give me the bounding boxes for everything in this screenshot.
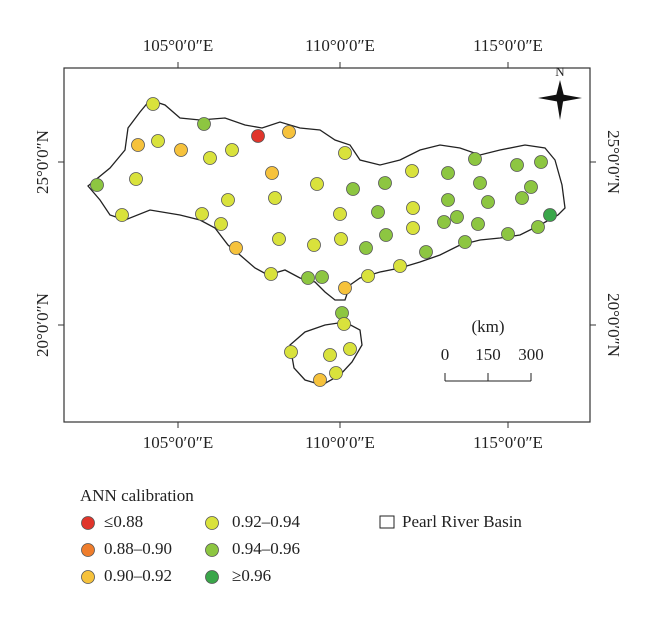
legend-label: ≥0.96: [232, 566, 271, 585]
station: [214, 217, 228, 231]
station: [197, 117, 211, 131]
station: [371, 205, 385, 219]
station: [481, 195, 495, 209]
station: [468, 152, 482, 166]
station: [406, 221, 420, 235]
lon-label: 110°0′0″E: [305, 36, 375, 55]
legend-label: 0.94–0.96: [232, 539, 300, 558]
north-label: N: [555, 64, 565, 79]
scale-tick-label: 150: [475, 345, 501, 364]
basin-outline: [87, 99, 566, 301]
station: [337, 317, 351, 331]
station: [251, 129, 265, 143]
station: [313, 373, 327, 387]
legend-swatch: [205, 516, 219, 530]
station: [510, 158, 524, 172]
station: [338, 146, 352, 160]
station: [195, 207, 209, 221]
station: [268, 191, 282, 205]
station: [284, 345, 298, 359]
legend-label: 0.90–0.92: [104, 566, 172, 585]
scale-tick-label: 0: [441, 345, 450, 364]
north-arrow-shape: [538, 94, 582, 102]
station: [405, 164, 419, 178]
station: [272, 232, 286, 246]
station: [301, 271, 315, 285]
station: [437, 215, 451, 229]
station: [450, 210, 464, 224]
station: [343, 342, 357, 356]
station: [471, 217, 485, 231]
lat-label: 20°0′0″N: [604, 293, 623, 357]
station: [458, 235, 472, 249]
lon-label: 115°0′0″E: [473, 433, 543, 452]
station: [419, 245, 433, 259]
legend-basin-label: Pearl River Basin: [402, 512, 522, 531]
station: [315, 270, 329, 284]
station: [361, 269, 375, 283]
station: [524, 180, 538, 194]
station: [501, 227, 515, 241]
station: [151, 134, 165, 148]
legend-swatch: [205, 570, 219, 584]
station: [307, 238, 321, 252]
legend-basin-swatch: [379, 515, 395, 529]
station: [323, 348, 337, 362]
station: [515, 191, 529, 205]
lon-label: 115°0′0″E: [473, 36, 543, 55]
station: [131, 138, 145, 152]
legend-swatch: [81, 543, 95, 557]
station: [393, 259, 407, 273]
station: [90, 178, 104, 192]
station: [115, 208, 129, 222]
station: [265, 166, 279, 180]
legend-label: ≤0.88: [104, 512, 143, 531]
north-arrow: N: [538, 64, 582, 120]
legend: ANN calibration Pearl River Basin ≤0.88 0…: [80, 486, 522, 585]
station: [221, 193, 235, 207]
station: [338, 281, 352, 295]
station: [146, 97, 160, 111]
station: [543, 208, 557, 222]
scale-unit: (km): [471, 317, 504, 336]
station: [379, 228, 393, 242]
station: [229, 241, 243, 255]
station: [264, 267, 278, 281]
station: [441, 166, 455, 180]
scale-bar: (km) 0 150 300: [441, 317, 544, 382]
station: [473, 176, 487, 190]
station: [441, 193, 455, 207]
station: [310, 177, 324, 191]
lat-label: 25°0′0″N: [33, 130, 52, 194]
station: [406, 201, 420, 215]
station: [531, 220, 545, 234]
station: [225, 143, 239, 157]
legend-label: 0.88–0.90: [104, 539, 172, 558]
station: [174, 143, 188, 157]
legend-swatch: [205, 543, 219, 557]
scale-tick-label: 300: [518, 345, 544, 364]
lon-label: 110°0′0″E: [305, 433, 375, 452]
station: [333, 207, 347, 221]
station: [378, 176, 392, 190]
lat-label: 20°0′0″N: [33, 293, 52, 357]
legend-swatch: [81, 516, 95, 530]
legend-title: ANN calibration: [80, 486, 194, 505]
station: [329, 366, 343, 380]
station: [129, 172, 143, 186]
lat-label: 25°0′0″N: [604, 130, 623, 194]
lon-label: 105°0′0″E: [143, 433, 213, 452]
station: [334, 232, 348, 246]
lon-label: 105°0′0″E: [143, 36, 213, 55]
legend-swatch: [81, 570, 95, 584]
station: [346, 182, 360, 196]
legend-label: 0.92–0.94: [232, 512, 301, 531]
station: [282, 125, 296, 139]
station: [203, 151, 217, 165]
station: [359, 241, 373, 255]
station: [534, 155, 548, 169]
